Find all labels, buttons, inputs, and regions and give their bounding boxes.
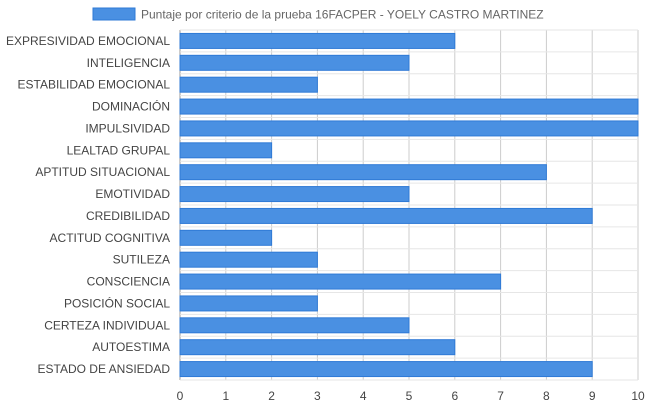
category-label: CREDIBILIDAD (86, 209, 170, 223)
bar[interactable] (179, 142, 273, 159)
x-tick-label: 3 (314, 389, 321, 403)
category-label: POSICIÓN SOCIAL (64, 295, 170, 310)
bar[interactable] (179, 76, 318, 93)
bar[interactable] (179, 295, 318, 312)
x-tick-label: 5 (406, 389, 413, 403)
category-label: APTITUD SITUACIONAL (35, 165, 170, 179)
x-tick-label: 10 (631, 389, 645, 403)
x-tick-label: 7 (497, 389, 504, 403)
bar[interactable] (179, 98, 639, 115)
legend[interactable]: Puntaje por criterio de la prueba 16FACP… (92, 7, 544, 22)
x-tick-label: 2 (268, 389, 275, 403)
x-axis-tick-labels: 0 1 2 3 4 5 6 7 8 9 10 (177, 389, 645, 403)
x-tick-label: 9 (589, 389, 596, 403)
category-label: CERTEZA INDIVIDUAL (44, 318, 170, 332)
bars (179, 32, 639, 378)
bar[interactable] (179, 361, 593, 378)
x-tick-label: 1 (222, 389, 229, 403)
bar[interactable] (179, 229, 273, 246)
x-tick-label: 6 (451, 389, 458, 403)
category-label: AUTOESTIMA (92, 340, 170, 354)
x-tick-label: 0 (177, 389, 184, 403)
category-label: INTELIGENCIA (87, 56, 170, 70)
category-label: EMOTIVIDAD (95, 187, 170, 201)
legend-label: Puntaje por criterio de la prueba 16FACP… (141, 8, 544, 22)
bar[interactable] (179, 251, 318, 268)
bar[interactable] (179, 207, 593, 224)
bar[interactable] (179, 164, 547, 181)
bar[interactable] (179, 317, 410, 334)
bar[interactable] (179, 32, 456, 49)
grid-lines (179, 29, 639, 381)
bar[interactable] (179, 273, 502, 290)
category-label: ACTITUD COGNITIVA (50, 231, 170, 245)
legend-swatch (92, 7, 136, 21)
category-label: IMPULSIVIDAD (85, 121, 170, 135)
x-tick-label: 8 (543, 389, 550, 403)
category-label: ESTABILIDAD EMOCIONAL (18, 78, 171, 92)
category-label: CONSCIENCIA (87, 275, 170, 289)
category-label: ESTADO DE ANSIEDAD (38, 362, 171, 376)
bar[interactable] (179, 54, 410, 71)
bar[interactable] (179, 186, 410, 203)
category-label: DOMINACIÓN (92, 99, 170, 114)
category-label: LEALTAD GRUPAL (67, 143, 171, 157)
bar[interactable] (179, 120, 639, 137)
x-tick-label: 4 (360, 389, 367, 403)
bar[interactable] (179, 339, 456, 356)
category-labels: EXPRESIVIDAD EMOCIONAL INTELIGENCIA ESTABI… (6, 34, 170, 376)
category-label: EXPRESIVIDAD EMOCIONAL (6, 34, 170, 48)
category-label: SUTILEZA (113, 253, 170, 267)
